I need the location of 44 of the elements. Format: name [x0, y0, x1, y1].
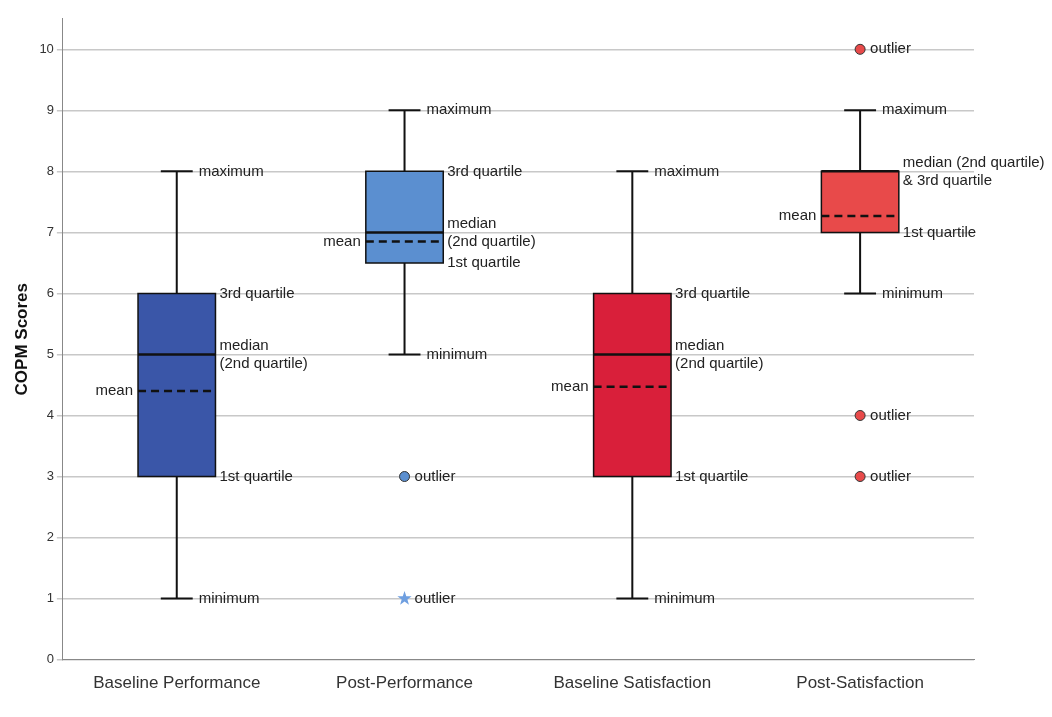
annotation: outlier [870, 405, 911, 423]
annotation: mean [778, 206, 817, 224]
y-tick-label: 0 [46, 651, 54, 667]
y-tick-label: 5 [46, 346, 54, 362]
y-tick-label: 3 [46, 468, 54, 484]
annotation: 1st quartile [675, 466, 749, 484]
x-tick-label: Baseline Performance [93, 673, 261, 693]
annotation: median (2nd quartile) [219, 335, 308, 371]
annotation: outlier [870, 466, 911, 484]
annotation: 1st quartile [219, 466, 293, 484]
y-axis-title: COPM Scores [11, 282, 31, 396]
annotation: 1st quartile [447, 253, 521, 271]
annotation: maximum [198, 161, 264, 179]
x-tick-label: Post-Satisfaction [796, 673, 924, 693]
annotation: median (2nd quartile) [675, 335, 764, 371]
annotation: minimum [654, 588, 716, 606]
annotation: maximum [426, 100, 492, 118]
y-tick-label: 6 [46, 285, 54, 301]
y-tick-label: 4 [46, 407, 54, 423]
x-tick-label: Post-Performance [336, 673, 474, 693]
annotation: minimum [882, 283, 943, 301]
annotation: median (2nd quartile) & 3rd quartile [902, 152, 1045, 188]
y-tick-label: 9 [46, 101, 54, 117]
annotation: median (2nd quartile) [447, 213, 536, 249]
annotation: mean [95, 381, 134, 399]
y-tick-label: 7 [46, 223, 54, 239]
annotation: outlier [870, 39, 911, 57]
annotation: maximum [654, 161, 720, 179]
annotation: outlier [414, 588, 456, 606]
annotation: 3rd quartile [219, 283, 295, 301]
annotation: outlier [414, 466, 456, 484]
y-tick-label: 1 [46, 590, 54, 606]
annotation: 3rd quartile [447, 161, 523, 179]
annotation: maximum [882, 100, 948, 118]
annotation: mean [323, 231, 361, 249]
y-tick-label: 2 [46, 529, 54, 545]
annotation: minimum [426, 344, 488, 362]
annotation: minimum [198, 588, 260, 606]
annotation: 1st quartile [902, 222, 977, 240]
annotation: 3rd quartile [675, 283, 751, 301]
annotation: mean [551, 376, 589, 394]
y-tick-label: 10 [39, 40, 54, 56]
y-tick-label: 8 [46, 162, 54, 178]
x-tick-label: Baseline Satisfaction [553, 673, 712, 693]
